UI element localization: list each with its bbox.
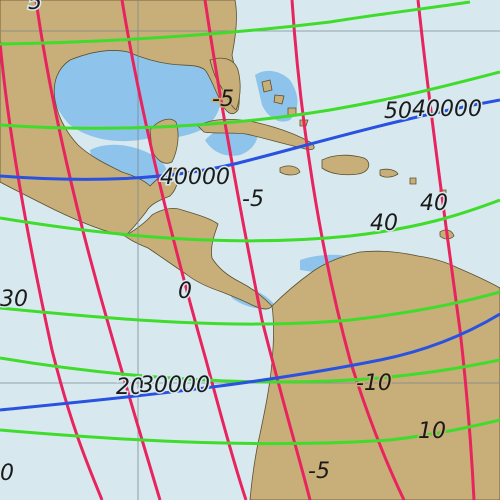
label-caribbean-minus5: -5 bbox=[242, 187, 264, 212]
label-zero: 0 bbox=[178, 279, 192, 304]
label-gulf-minus5: -5 bbox=[212, 87, 234, 112]
green-isolines bbox=[0, 0, 500, 446]
puerto-rico bbox=[379, 168, 399, 178]
label-right-40: 40 bbox=[420, 191, 448, 216]
south-america bbox=[249, 250, 500, 500]
blue-isolines bbox=[0, 98, 500, 412]
label-top-left-5: 5 bbox=[28, 0, 42, 15]
label-lower-minus10: -10 bbox=[356, 371, 392, 396]
label-lower-30000: 30000 bbox=[140, 373, 210, 398]
yucatan bbox=[149, 118, 179, 164]
contour-labels: 5 -5 50 40000 40000 -5 40 40 30 0 20 300… bbox=[0, 0, 484, 488]
label-center-40: 40 bbox=[370, 211, 398, 236]
label-bottom-minus5: -5 bbox=[308, 459, 330, 484]
label-top-right-50: 50 bbox=[384, 99, 412, 124]
jamaica bbox=[279, 165, 301, 176]
label-lower-20: 20 bbox=[116, 375, 144, 400]
label-top-right-40000: 40000 bbox=[412, 97, 482, 122]
label-lower-10: 10 bbox=[418, 419, 446, 444]
label-central-40000: 40000 bbox=[160, 165, 230, 190]
hispaniola bbox=[321, 154, 370, 176]
label-bottom-left-0: 0 bbox=[0, 461, 14, 486]
label-left-30: 30 bbox=[0, 287, 28, 312]
